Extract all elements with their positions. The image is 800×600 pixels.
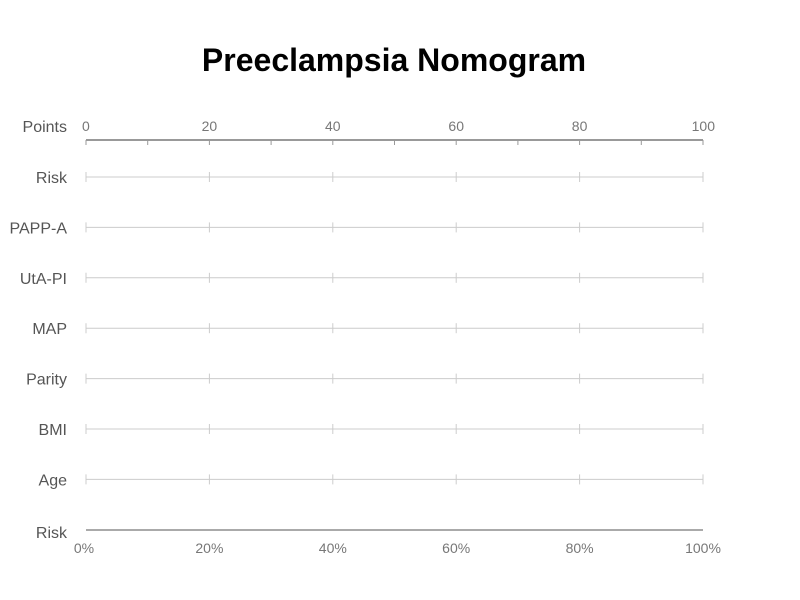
risk-axis-tick-label: 40%	[319, 540, 347, 556]
risk-axis-tick-label: 60%	[442, 540, 470, 556]
chart-title: Preeclampsia Nomogram	[202, 42, 586, 78]
risk-axis-tick-label: 20%	[195, 540, 223, 556]
points-axis-tick-label: 100	[692, 118, 716, 134]
variable-row-label: BMI	[39, 422, 67, 439]
points-axis-label: Points	[23, 119, 67, 136]
variable-row-label: Parity	[26, 372, 67, 389]
points-axis-tick-label: 20	[202, 118, 218, 134]
variable-row-label: Age	[39, 472, 68, 489]
risk-axis-label: Risk	[36, 525, 68, 542]
risk-axis-tick-label: 80%	[566, 540, 594, 556]
risk-axis-tick-label: 100%	[685, 540, 721, 556]
variable-row-label: Risk	[36, 170, 68, 187]
variable-row: MAP	[32, 321, 704, 338]
points-axis-tick-label: 0	[82, 118, 90, 134]
variable-row-label: MAP	[32, 321, 67, 338]
variable-row: PAPP-A	[10, 220, 704, 237]
points-axis-tick-label: 60	[448, 118, 464, 134]
risk-axis: Risk 0% 20% 40% 60% 80% 100%	[36, 525, 721, 556]
risk-axis-tick-label: 0%	[74, 540, 94, 556]
variable-row-label: PAPP-A	[10, 220, 68, 237]
points-axis: Points 0 20 40 60 80 100	[23, 118, 716, 145]
variable-row: BMI	[39, 422, 704, 439]
variable-row: Parity	[26, 372, 704, 389]
variable-row-label: UtA-PI	[20, 271, 67, 288]
variable-row: Risk	[36, 170, 704, 187]
points-axis-tick-label: 80	[572, 118, 588, 134]
variable-rows: Risk PAPP-A UtA-PI MAP Parity BMI Age	[10, 170, 704, 489]
variable-row: Age	[39, 472, 704, 489]
variable-row: UtA-PI	[20, 271, 704, 288]
points-axis-tick-label: 40	[325, 118, 341, 134]
